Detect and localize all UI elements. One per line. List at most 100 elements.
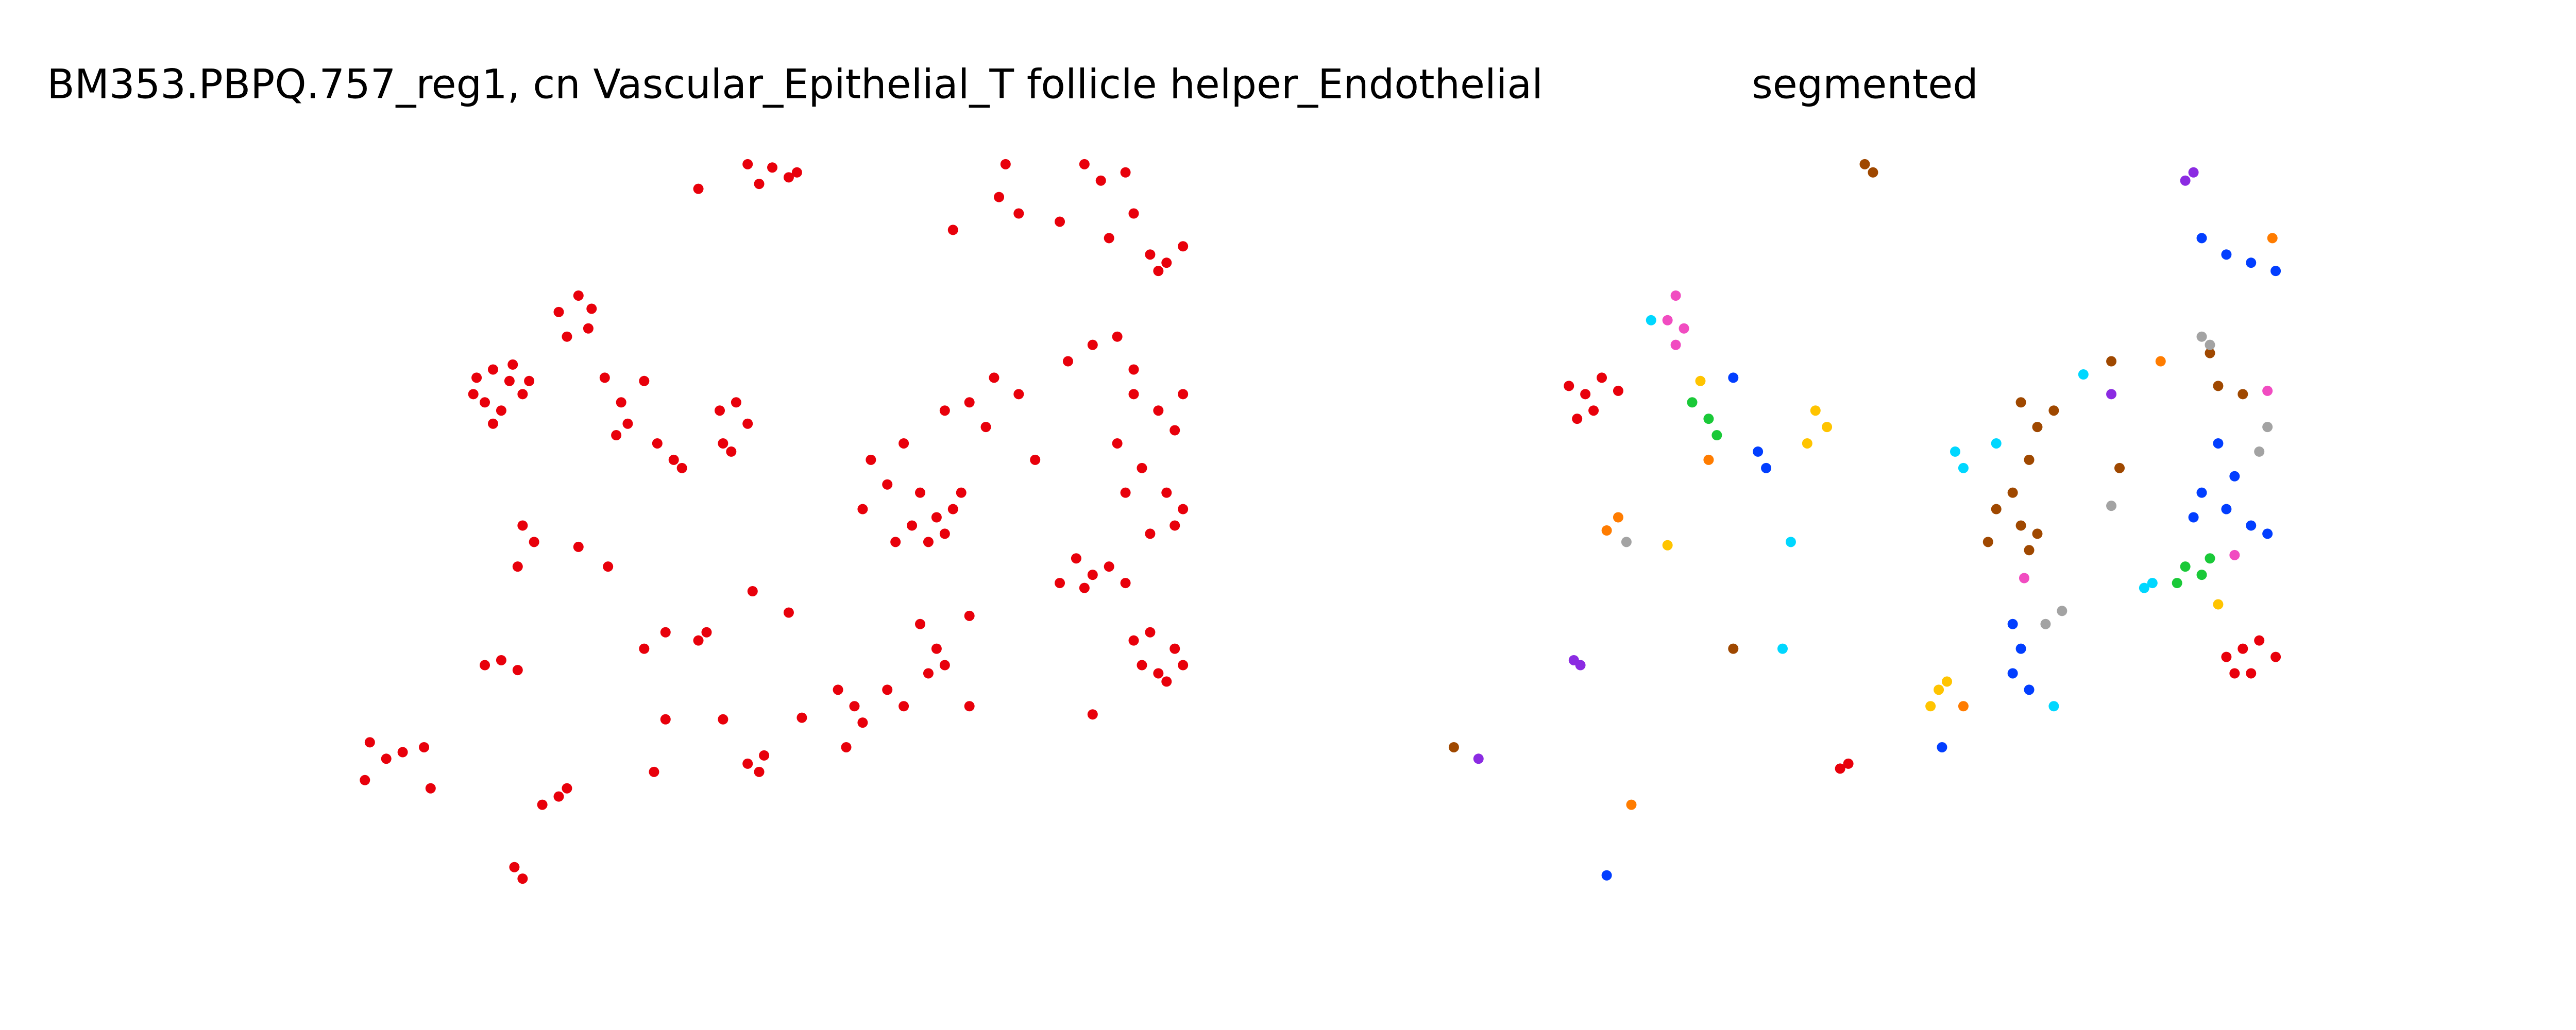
point <box>562 331 572 342</box>
point <box>1128 208 1139 219</box>
point <box>2106 501 2117 511</box>
point <box>2213 599 2224 610</box>
point <box>1161 676 1172 687</box>
point <box>599 372 610 383</box>
point <box>1055 578 1065 589</box>
point <box>471 372 482 383</box>
point <box>1670 290 1681 301</box>
point <box>524 375 535 386</box>
point <box>1178 660 1189 671</box>
point <box>1687 397 1698 408</box>
point <box>553 791 564 802</box>
point <box>693 183 704 194</box>
point <box>956 487 967 498</box>
point <box>2221 651 2232 662</box>
point <box>1777 643 1788 654</box>
point <box>1161 258 1172 268</box>
point <box>899 438 909 449</box>
chart-title: BM353.PBPQ.757_reg1, cn Vascular_Epithel… <box>47 61 1543 108</box>
point <box>616 397 626 408</box>
point <box>2007 619 2018 629</box>
point <box>2048 405 2059 416</box>
point <box>1568 655 1579 665</box>
point <box>496 655 506 665</box>
point <box>1079 159 1090 169</box>
point <box>907 520 918 531</box>
point <box>512 665 523 676</box>
point <box>1810 405 1821 416</box>
point <box>360 775 370 785</box>
point <box>1925 701 1936 712</box>
point <box>1572 414 1583 424</box>
point <box>652 438 663 449</box>
point <box>754 179 765 190</box>
point <box>2229 471 2240 482</box>
point <box>2015 520 2026 531</box>
point <box>381 753 392 764</box>
point <box>1170 425 1180 436</box>
point <box>1062 356 1073 367</box>
point <box>2057 606 2067 616</box>
point <box>783 172 794 183</box>
point <box>1170 643 1180 654</box>
point <box>1621 537 1632 547</box>
point <box>2196 487 2207 498</box>
point <box>915 619 925 629</box>
point <box>2078 369 2089 380</box>
point <box>701 627 712 638</box>
point <box>2229 550 2240 560</box>
point <box>1055 216 1065 227</box>
point <box>2106 356 2117 367</box>
point <box>742 758 753 769</box>
point <box>1013 208 1024 219</box>
point <box>2007 487 2018 498</box>
point <box>994 192 1005 202</box>
point <box>2019 573 2029 583</box>
point <box>2267 233 2278 244</box>
point <box>1104 233 1114 244</box>
point <box>2048 701 2059 712</box>
point <box>857 504 868 514</box>
point <box>841 742 852 752</box>
point <box>1670 339 1681 350</box>
point <box>1753 446 1764 457</box>
point <box>1153 405 1164 416</box>
point <box>2172 578 2182 589</box>
point <box>1601 870 1612 881</box>
point <box>1843 758 1854 769</box>
point <box>2238 643 2248 654</box>
point <box>2270 651 2281 662</box>
point <box>1071 553 1081 564</box>
point <box>2015 643 2026 654</box>
point <box>964 701 975 712</box>
point <box>1835 763 1845 774</box>
point <box>2262 385 2273 396</box>
point <box>509 862 520 872</box>
point <box>1958 701 1969 712</box>
point <box>1711 430 1722 441</box>
point <box>1120 487 1131 498</box>
point <box>622 418 633 429</box>
point <box>512 561 523 572</box>
point <box>857 717 868 728</box>
point <box>517 873 528 884</box>
point <box>1128 364 1139 375</box>
point <box>668 454 679 465</box>
point <box>833 684 843 695</box>
point <box>1473 753 1484 764</box>
point <box>2024 684 2035 695</box>
point <box>882 684 893 695</box>
point <box>980 422 991 433</box>
point <box>1868 167 1878 178</box>
point <box>1104 561 1114 572</box>
point <box>1145 528 1156 539</box>
point <box>1120 167 1131 178</box>
point <box>2254 635 2265 646</box>
point <box>2155 356 2166 367</box>
point <box>537 799 548 810</box>
point <box>2196 331 2207 342</box>
point <box>2205 553 2215 564</box>
point <box>1728 643 1739 654</box>
point <box>849 701 860 712</box>
point <box>1646 315 1656 325</box>
